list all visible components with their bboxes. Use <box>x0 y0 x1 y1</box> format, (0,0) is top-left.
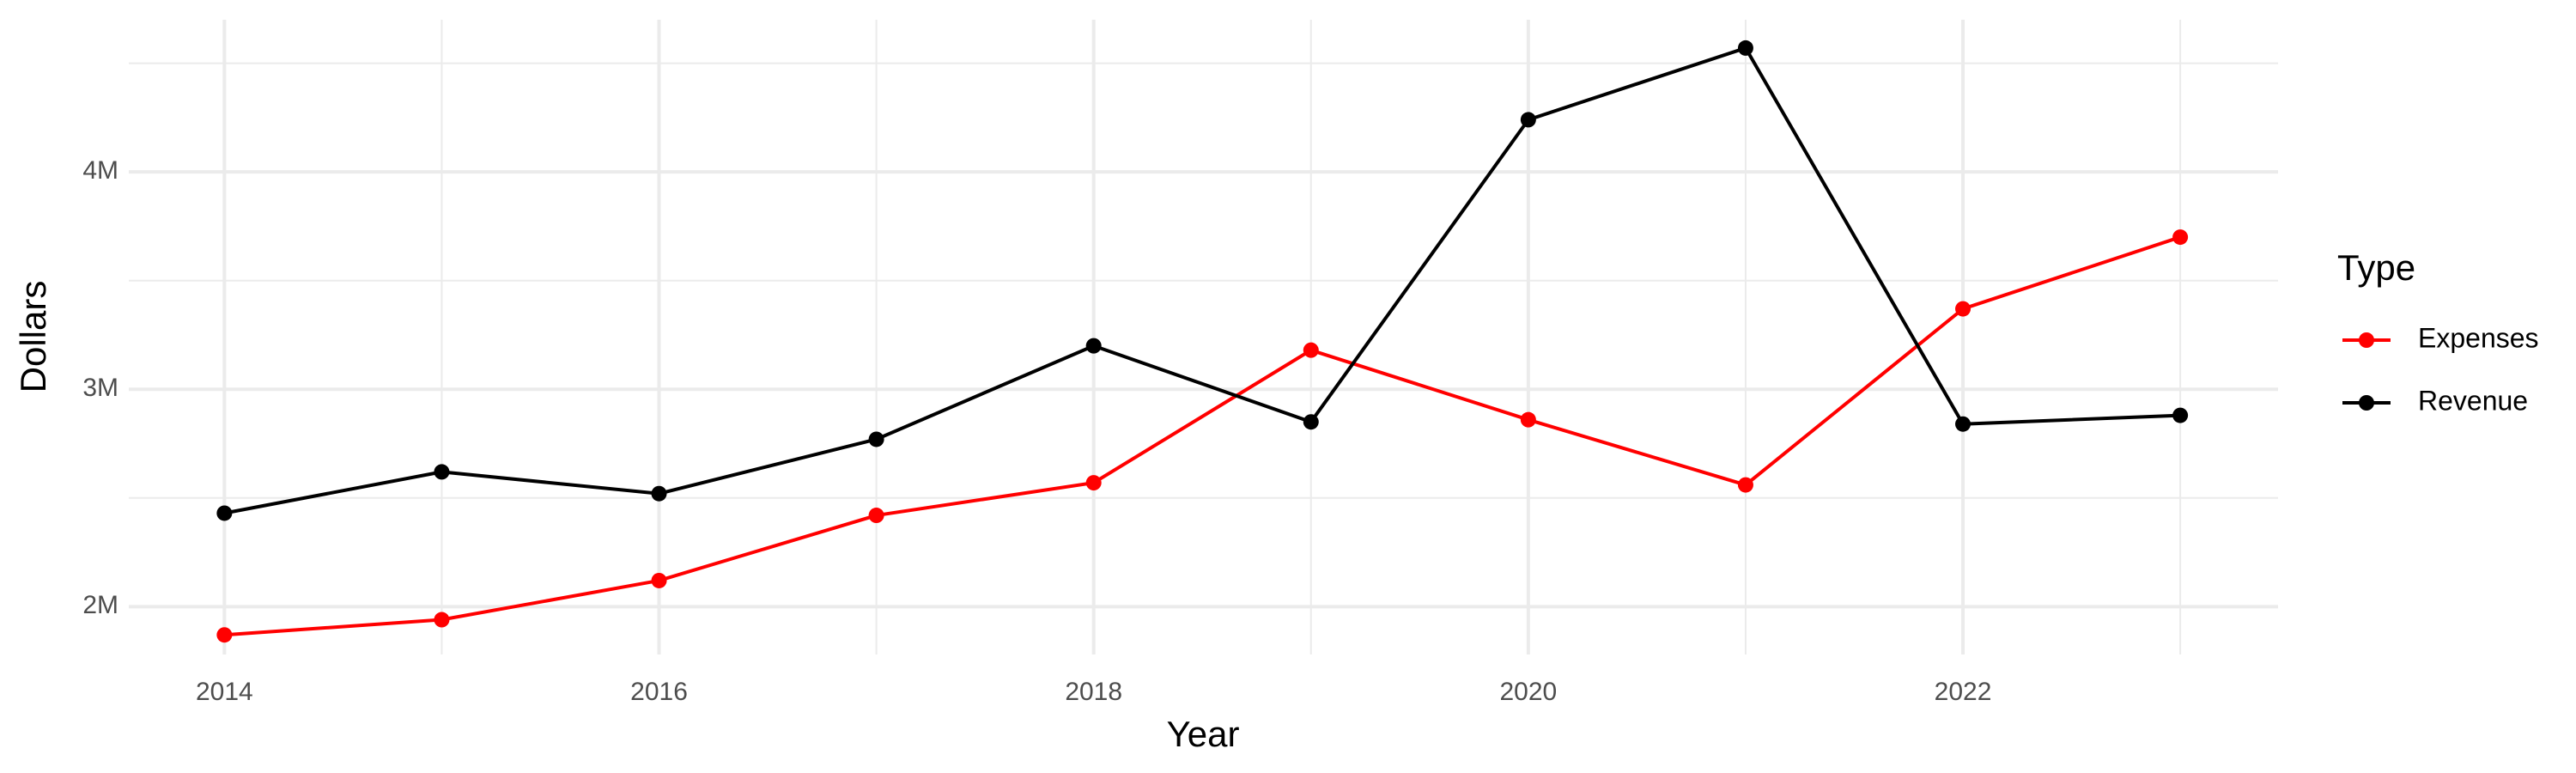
data-point <box>434 464 450 480</box>
data-point <box>1085 338 1102 354</box>
data-point <box>1520 112 1536 128</box>
x-tick-label: 2016 <box>630 678 688 706</box>
data-point <box>1955 416 1971 432</box>
data-point <box>868 508 884 524</box>
series-line <box>224 235 2181 637</box>
data-point <box>1085 475 1102 491</box>
data-point <box>216 627 233 643</box>
data-point <box>651 572 667 588</box>
x-tick-label: 2022 <box>1935 678 1992 706</box>
x-axis-title: Year <box>1167 714 1240 754</box>
data-point <box>434 612 450 628</box>
data-point <box>1737 477 1753 493</box>
data-point <box>1955 301 1971 317</box>
x-tick-label: 2014 <box>196 678 253 706</box>
legend-key-point <box>2359 395 2374 411</box>
data-point <box>651 485 667 502</box>
legend-key-point <box>2359 332 2374 348</box>
y-axis-title: Dollars <box>13 281 53 393</box>
x-tick-label: 2018 <box>1065 678 1122 706</box>
y-tick-label: 4M <box>82 156 118 185</box>
data-point <box>1303 414 1319 430</box>
y-tick-label: 2M <box>82 591 118 619</box>
legend-label: Expenses <box>2418 322 2539 353</box>
data-point <box>2172 229 2189 246</box>
legend-label: Revenue <box>2418 385 2528 416</box>
data-point <box>2172 407 2189 423</box>
data-point <box>1737 40 1753 56</box>
y-tick-label: 3M <box>82 374 118 402</box>
data-point <box>1303 342 1319 358</box>
data-point <box>868 431 884 447</box>
series-line <box>223 46 2181 515</box>
x-tick-label: 2020 <box>1499 678 1557 706</box>
legend-title: Type <box>2337 247 2415 288</box>
data-point <box>216 505 233 521</box>
data-point <box>1520 411 1536 428</box>
